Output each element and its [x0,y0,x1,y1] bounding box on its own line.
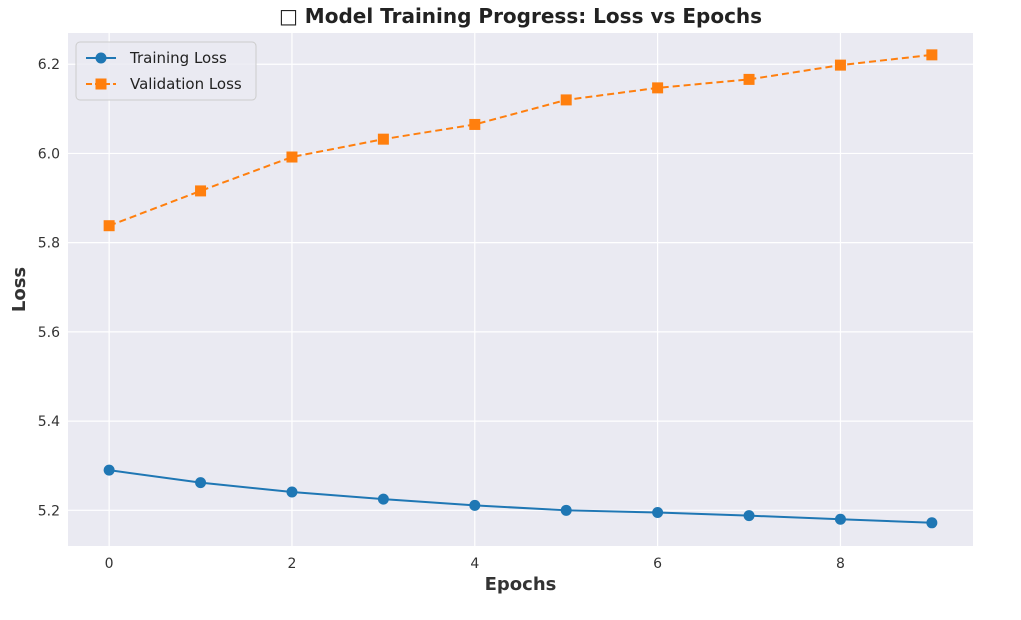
y-tick-label: 6.2 [38,57,60,73]
data-point [103,464,115,476]
data-point [286,486,298,498]
legend-box [75,41,257,101]
y-axis-title: Loss [9,267,30,312]
series-line [109,469,932,524]
legend-label: Validation Loss [130,75,242,93]
legend-entry: Training Loss [86,49,227,67]
y-tick-label: 5.6 [38,325,60,341]
y-tick-label: 5.8 [38,236,60,252]
data-point [469,499,481,511]
chart-title: □ Model Training Progress: Loss vs Epoch… [279,4,762,28]
data-point [926,517,938,529]
data-point [103,220,115,232]
data-point [469,118,481,130]
legend-entry: Validation Loss [86,75,242,93]
data-point [743,73,755,85]
data-point [560,504,572,516]
data-point [195,185,207,197]
x-tick-label: 8 [836,556,845,572]
legend-marker [95,78,107,90]
legend: Training Loss Validation Loss [75,41,257,101]
legend-marker [95,52,107,64]
data-point [560,94,572,106]
x-tick-label: 6 [653,556,662,572]
x-tick-label: 0 [105,556,114,572]
legend-label: Training Loss [129,49,227,67]
data-point [377,493,389,505]
tick-labels: 0 2 4 6 8 5.2 5.4 5.6 5.8 6.0 6.2 [38,57,845,572]
data-point [652,82,664,94]
x-tick-label: 4 [470,556,479,572]
data-point [926,49,938,61]
series-line [108,53,932,227]
data-point [377,133,389,145]
y-tick-label: 6.0 [38,146,60,162]
x-tick-label: 2 [288,556,297,572]
data-point [834,513,846,525]
data-point [195,477,207,489]
data-point [652,507,664,519]
series-0 [103,464,938,529]
series-1 [103,49,938,232]
plot-area [68,33,973,546]
y-tick-label: 5.4 [38,414,60,430]
data-series [103,49,938,529]
x-axis-title: Epochs [485,574,557,595]
data-point [834,59,846,71]
y-tick-label: 5.2 [38,503,60,519]
data-point [286,151,298,163]
data-point [743,510,755,522]
